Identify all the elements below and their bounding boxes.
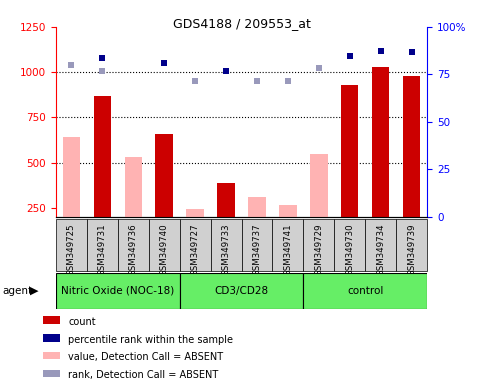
- Bar: [372, 67, 389, 217]
- Text: GSM349725: GSM349725: [67, 223, 75, 276]
- Text: percentile rank within the sample: percentile rank within the sample: [68, 334, 233, 344]
- Bar: [117, 219, 149, 271]
- Bar: [43, 316, 59, 324]
- Bar: [94, 96, 111, 217]
- Point: [377, 48, 385, 55]
- Text: CD3/CD28: CD3/CD28: [214, 286, 269, 296]
- Point: [67, 62, 75, 68]
- Text: count: count: [68, 317, 96, 327]
- Bar: [56, 219, 86, 271]
- Text: value, Detection Call = ABSENT: value, Detection Call = ABSENT: [68, 353, 223, 362]
- Text: Nitric Oxide (NOC-18): Nitric Oxide (NOC-18): [61, 286, 174, 296]
- Bar: [280, 205, 297, 217]
- Bar: [397, 219, 427, 271]
- Bar: [217, 182, 235, 217]
- Text: GSM349729: GSM349729: [314, 223, 324, 276]
- Bar: [334, 219, 366, 271]
- Text: GSM349730: GSM349730: [345, 223, 355, 276]
- Bar: [242, 219, 272, 271]
- Text: agent: agent: [2, 286, 32, 296]
- Point: [160, 60, 168, 66]
- Point: [284, 78, 292, 84]
- Bar: [366, 219, 397, 271]
- Text: GSM349733: GSM349733: [222, 223, 230, 276]
- Point: [98, 68, 106, 74]
- Bar: [62, 137, 80, 217]
- Bar: [303, 273, 427, 309]
- Bar: [186, 209, 203, 217]
- Bar: [403, 76, 421, 217]
- Text: GSM349737: GSM349737: [253, 223, 261, 276]
- Text: GDS4188 / 209553_at: GDS4188 / 209553_at: [172, 17, 311, 30]
- Text: rank, Detection Call = ABSENT: rank, Detection Call = ABSENT: [68, 370, 218, 380]
- Bar: [248, 197, 266, 217]
- Bar: [303, 219, 334, 271]
- Point: [346, 53, 354, 59]
- Text: ▶: ▶: [30, 286, 39, 296]
- Bar: [149, 219, 180, 271]
- Bar: [43, 369, 59, 377]
- Bar: [311, 154, 327, 217]
- Text: GSM349740: GSM349740: [159, 223, 169, 276]
- Point: [315, 65, 323, 71]
- Point: [191, 78, 199, 84]
- Bar: [211, 219, 242, 271]
- Bar: [180, 273, 303, 309]
- Bar: [43, 352, 59, 359]
- Bar: [272, 219, 303, 271]
- Point: [222, 68, 230, 74]
- Text: GSM349734: GSM349734: [376, 223, 385, 276]
- Text: GSM349736: GSM349736: [128, 223, 138, 276]
- Bar: [56, 273, 180, 309]
- Bar: [180, 219, 211, 271]
- Text: GSM349739: GSM349739: [408, 223, 416, 276]
- Text: GSM349731: GSM349731: [98, 223, 107, 276]
- Bar: [341, 85, 358, 217]
- Bar: [43, 334, 59, 342]
- Point: [408, 49, 416, 55]
- Text: control: control: [347, 286, 384, 296]
- Bar: [156, 134, 172, 217]
- Point: [98, 55, 106, 61]
- Text: GSM349741: GSM349741: [284, 223, 293, 276]
- Text: GSM349727: GSM349727: [190, 223, 199, 276]
- Bar: [125, 157, 142, 217]
- Point: [253, 78, 261, 84]
- Bar: [86, 219, 117, 271]
